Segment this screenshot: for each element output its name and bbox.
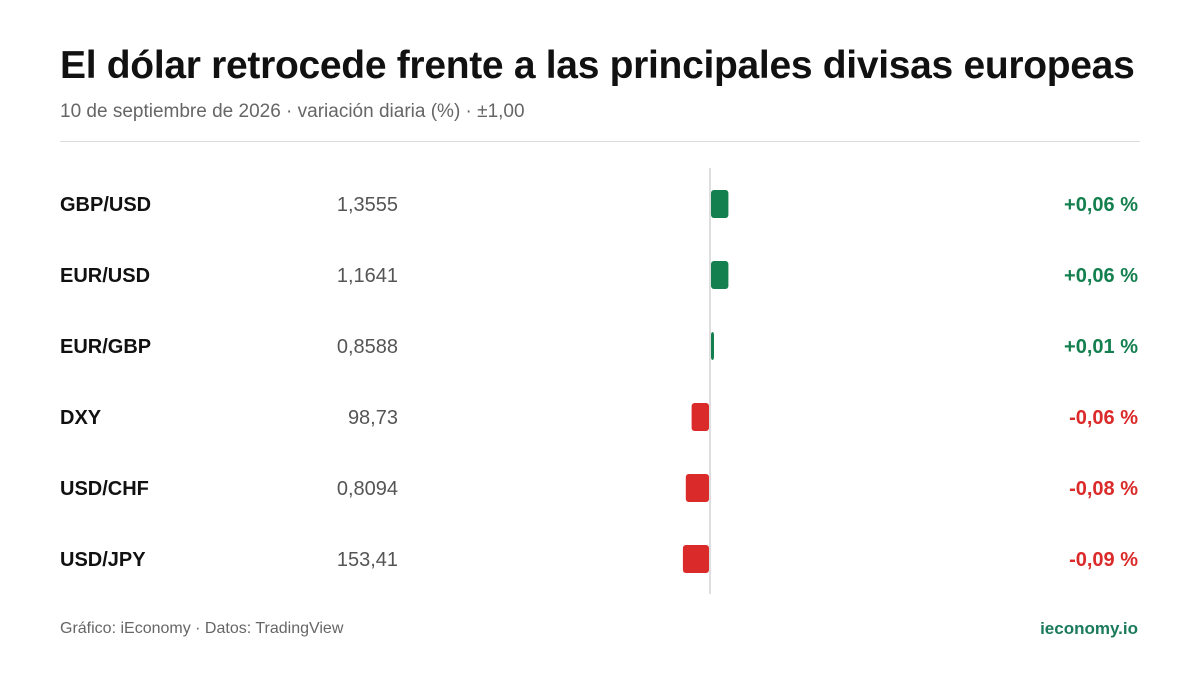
price-label: 0,8094 (337, 478, 398, 500)
change-bar (685, 474, 709, 502)
price-label: 0,8588 (337, 336, 398, 358)
pair-label: DXY (60, 407, 102, 429)
chart-subtitle: 10 de septiembre de 2026 · variación dia… (60, 101, 525, 122)
change-label: +0,01 % (1064, 336, 1138, 358)
change-bar (711, 261, 729, 289)
price-label: 153,41 (337, 549, 398, 571)
pair-label: USD/JPY (60, 549, 146, 571)
change-bar (711, 190, 729, 218)
change-label: -0,09 % (1069, 549, 1138, 571)
change-bar (691, 403, 709, 431)
chart-title: El dólar retrocede frente a las principa… (60, 44, 1135, 87)
pair-label: EUR/USD (60, 265, 150, 287)
change-label: +0,06 % (1064, 265, 1138, 287)
source-credit: Gráfico: iEconomy · Datos: TradingView (60, 620, 344, 637)
pair-label: EUR/GBP (60, 336, 151, 358)
change-label: -0,06 % (1069, 407, 1138, 429)
pair-label: GBP/USD (60, 194, 151, 216)
brand-link[interactable]: ieconomy.io (1040, 619, 1138, 638)
change-bar (711, 332, 714, 360)
change-label: -0,08 % (1069, 478, 1138, 500)
change-bar (682, 545, 709, 573)
price-label: 1,1641 (337, 265, 398, 287)
header-divider (60, 141, 1140, 142)
pair-label: USD/CHF (60, 478, 149, 500)
price-label: 1,3555 (337, 194, 398, 216)
change-label: +0,06 % (1064, 194, 1138, 216)
price-label: 98,73 (348, 407, 398, 429)
